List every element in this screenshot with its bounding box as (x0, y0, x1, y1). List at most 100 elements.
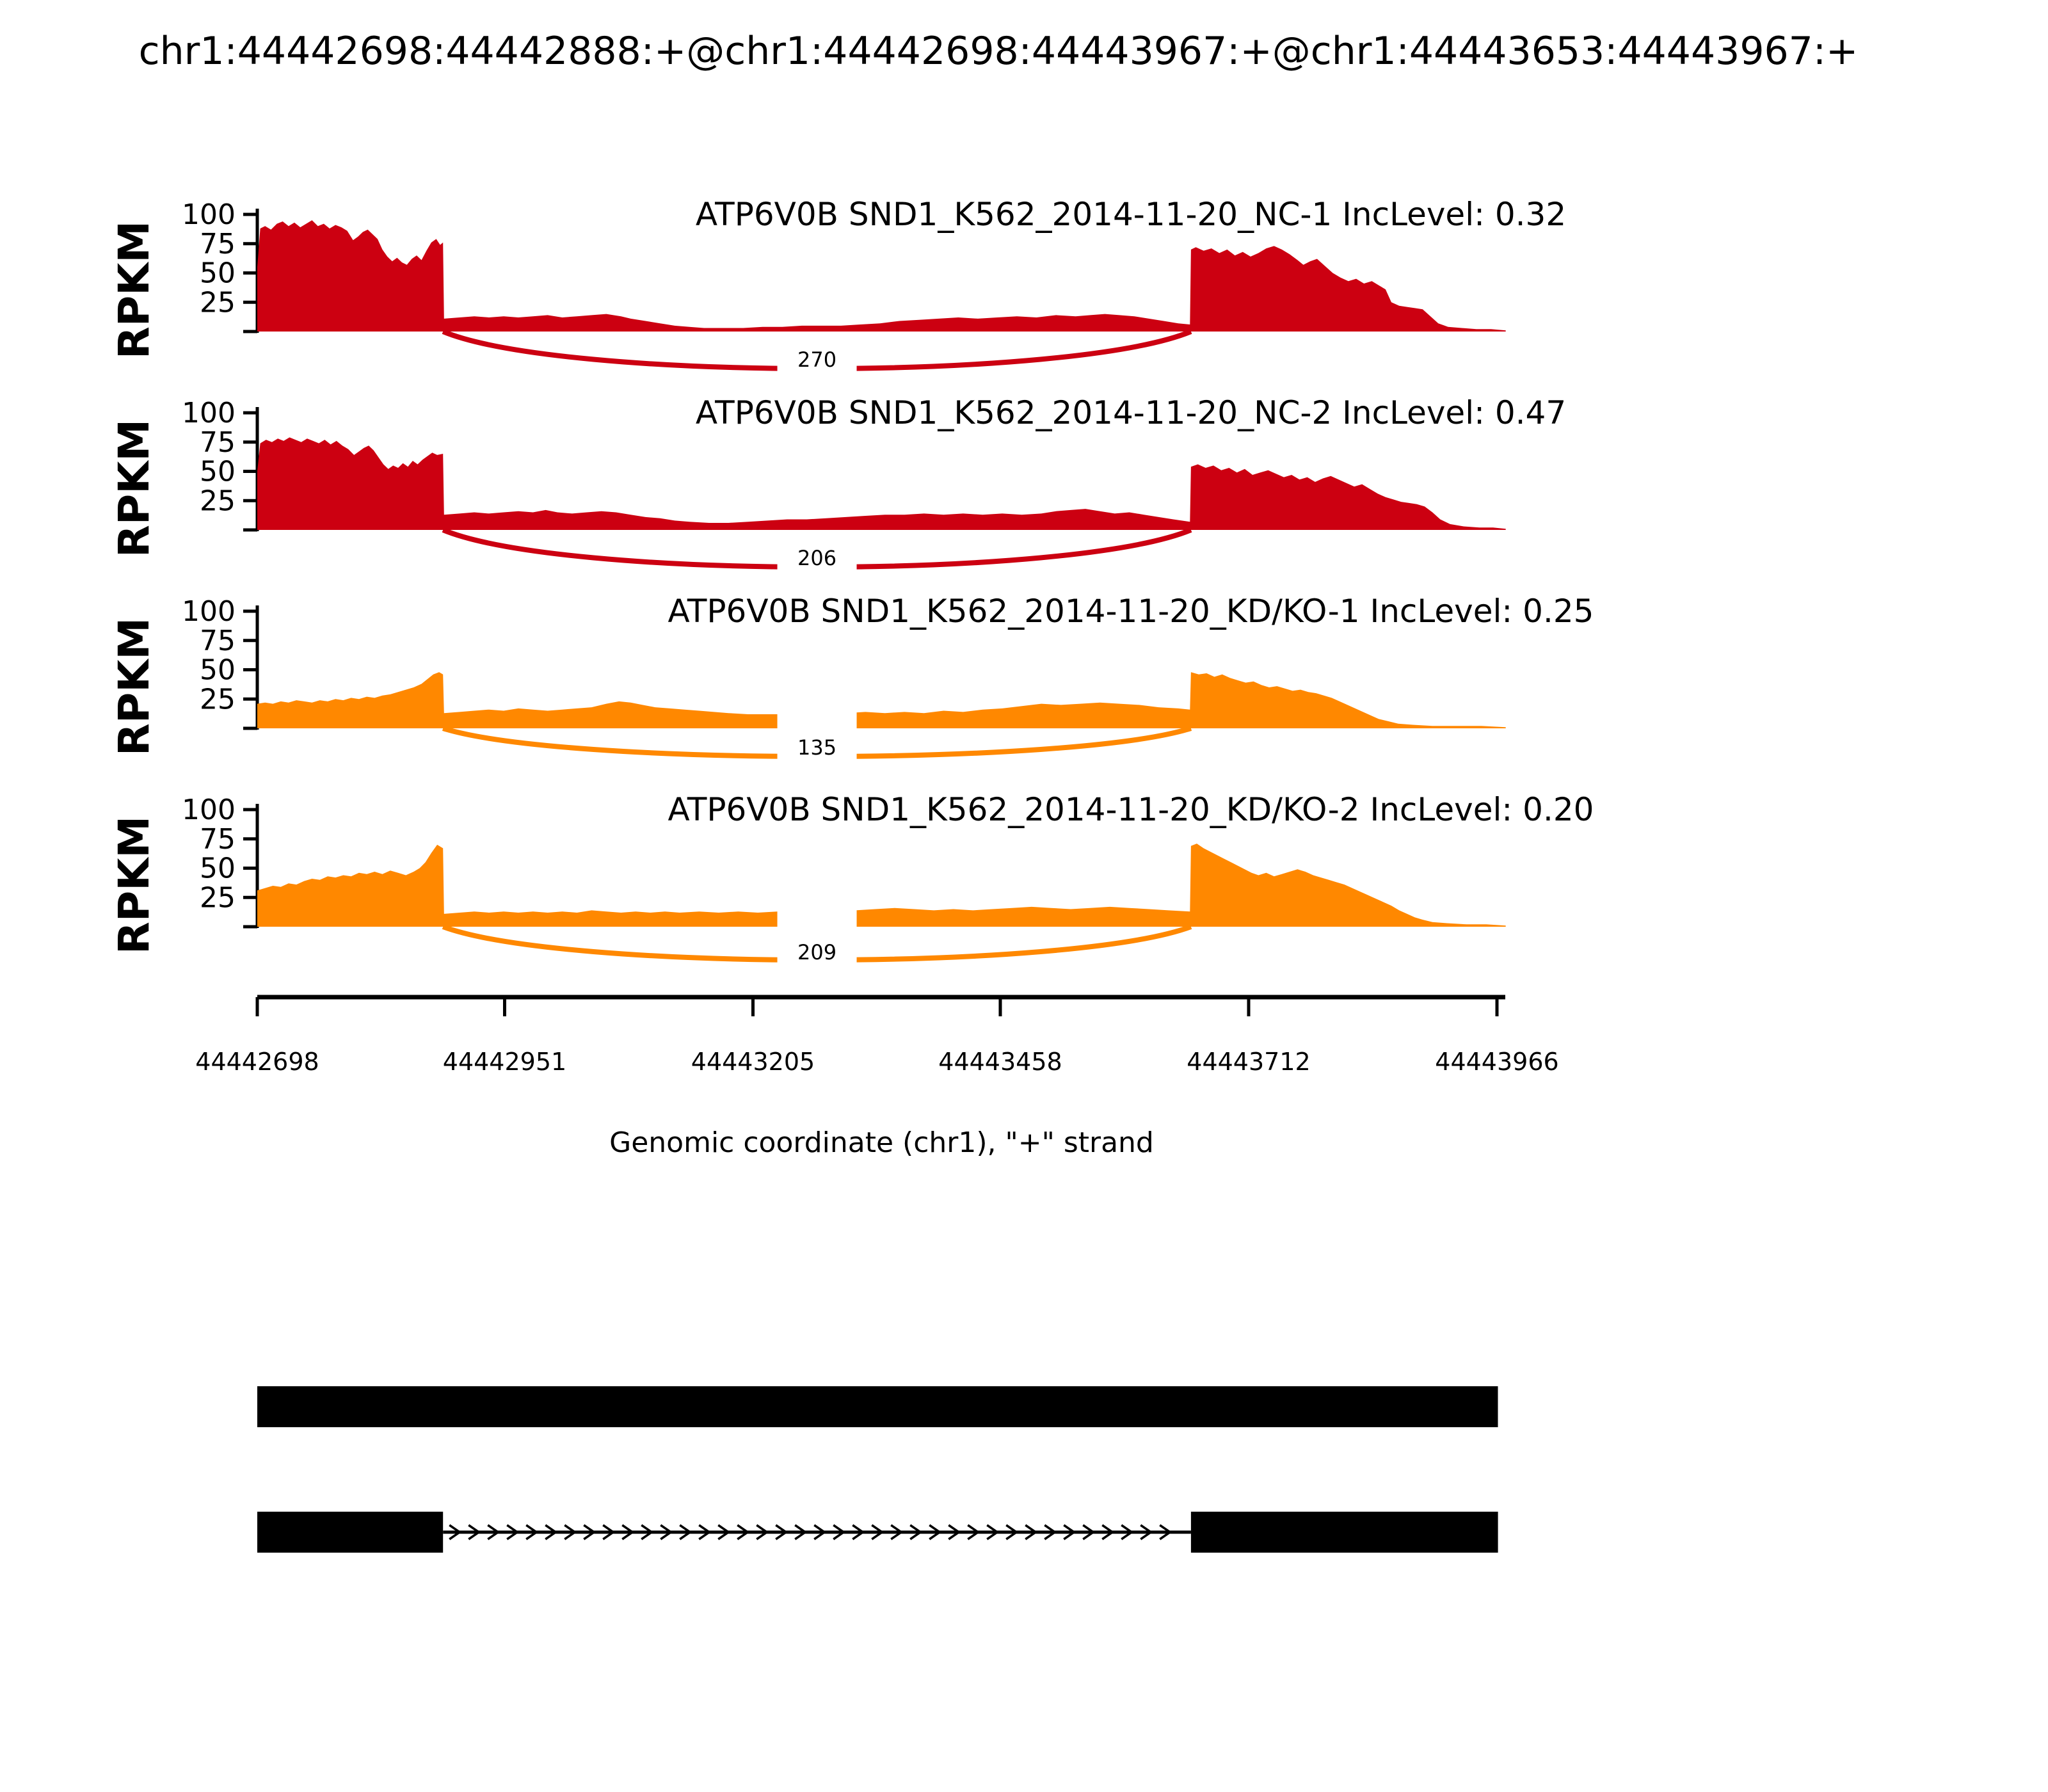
read-coverage-area (257, 220, 1506, 332)
junction-count-label: 209 (797, 940, 836, 964)
intron-strand-arrow-icon (1025, 1524, 1038, 1540)
intron-strand-arrow-icon (641, 1524, 654, 1540)
junction-label-box (777, 712, 857, 777)
isoform-structures-group (257, 1386, 1498, 1553)
x-tick-label: 44442951 (443, 1048, 566, 1076)
intron-strand-arrow-icon (506, 1524, 520, 1540)
intron-strand-arrow-icon (679, 1524, 692, 1540)
intron-strand-arrow-icon (602, 1524, 616, 1540)
intron-strand-arrow-icon (1063, 1524, 1076, 1540)
intron-strand-arrow-icon (1159, 1524, 1172, 1540)
y-tick-label: 25 (200, 484, 236, 517)
y-axis-title: RPKM (109, 816, 159, 954)
exon-block (257, 1512, 444, 1553)
y-tick-label: 25 (200, 683, 236, 716)
intron-strand-arrow-icon (487, 1524, 500, 1540)
read-coverage-area (257, 844, 1506, 927)
intron-strand-arrow-icon (948, 1524, 961, 1540)
x-tick-label: 44443205 (691, 1048, 815, 1076)
track-title: ATP6V0B SND1_K562_2014-11-20_NC-1 IncLev… (696, 196, 1566, 233)
y-tick-label: 75 (200, 228, 236, 260)
y-tick-label: 100 (182, 595, 236, 628)
y-tick-label: 75 (200, 823, 236, 856)
intron-strand-arrow-icon (449, 1524, 462, 1540)
y-tick-label: 50 (200, 654, 236, 687)
y-tick-label: 100 (182, 794, 236, 826)
intron-strand-arrow-icon (1101, 1524, 1115, 1540)
x-axis: 44442698 44442951 44443205 44443458 44443712… (195, 995, 1559, 1159)
intron-strand-arrow-icon (967, 1524, 980, 1540)
junction-label-box (777, 340, 857, 380)
junction-count-label: 135 (797, 735, 836, 760)
intron-strand-arrow-icon (1005, 1524, 1019, 1540)
y-axis-title: RPKM (109, 419, 159, 557)
y-axis-title: RPKM (109, 618, 159, 756)
intron-strand-arrow-icon (775, 1524, 788, 1540)
junction-count-label: 270 (797, 348, 836, 372)
intron-strand-arrow-icon (698, 1524, 712, 1540)
intron-strand-arrow-icon (1121, 1524, 1134, 1540)
read-coverage-area (257, 672, 1506, 728)
y-tick-label: 75 (200, 625, 236, 657)
isoform-structure (257, 1386, 1498, 1427)
x-tick-label: 44443966 (1435, 1048, 1558, 1076)
intron-strand-arrow-icon (621, 1524, 635, 1540)
intron-strand-arrow-icon (929, 1524, 942, 1540)
intron-strand-arrow-icon (564, 1524, 577, 1540)
read-coverage-area (257, 437, 1506, 530)
x-tick-label: 44443712 (1187, 1048, 1310, 1076)
y-tick-label: 50 (200, 852, 236, 885)
intron-strand-arrow-icon (909, 1524, 923, 1540)
intron-strand-arrow-icon (871, 1524, 884, 1540)
intron-strand-arrow-icon (986, 1524, 1000, 1540)
junction-count-label: 206 (797, 546, 836, 570)
intron-strand-arrow-icon (1082, 1524, 1096, 1540)
intron-strand-arrow-icon (525, 1524, 539, 1540)
track-title: ATP6V0B SND1_K562_2014-11-20_KD/KO-1 Inc… (668, 593, 1594, 630)
intron-strand-arrow-icon (852, 1524, 865, 1540)
exon-block (1190, 1512, 1498, 1553)
intron-strand-arrow-icon (717, 1524, 731, 1540)
isoform-structure (257, 1512, 1498, 1553)
x-axis-title: Genomic coordinate (chr1), "+" strand (609, 1126, 1154, 1159)
intron-strand-arrow-icon (756, 1524, 769, 1540)
y-tick-label: 75 (200, 426, 236, 459)
intron-strand-arrow-icon (890, 1524, 904, 1540)
exon-block (257, 1386, 1498, 1427)
track-title: ATP6V0B SND1_K562_2014-11-20_NC-2 IncLev… (696, 394, 1566, 431)
y-tick-label: 100 (182, 397, 236, 429)
y-axis-title: RPKM (109, 221, 159, 359)
track-title: ATP6V0B SND1_K562_2014-11-20_KD/KO-2 Inc… (668, 791, 1594, 828)
intron-strand-arrow-icon (737, 1524, 750, 1540)
junction-label-box (777, 910, 857, 975)
x-tick-label: 44442698 (195, 1048, 319, 1076)
intron-strand-arrow-icon (833, 1524, 846, 1540)
intron-strand-arrow-icon (545, 1524, 558, 1540)
y-tick-label: 50 (200, 456, 236, 488)
intron-strand-arrow-icon (660, 1524, 673, 1540)
x-tick-label: 44443458 (938, 1048, 1062, 1076)
y-tick-label: 25 (200, 881, 236, 914)
y-tick-label: 100 (182, 198, 236, 231)
y-tick-label: 25 (200, 286, 236, 319)
junction-label-box (777, 539, 857, 579)
intron-strand-arrow-icon (794, 1524, 808, 1540)
intron-strand-arrow-icon (468, 1524, 481, 1540)
intron-strand-arrow-icon (1140, 1524, 1153, 1540)
intron-strand-arrow-icon (1044, 1524, 1057, 1540)
y-tick-label: 50 (200, 257, 236, 290)
figure-title: chr1:44442698:44442888:+@chr1:44442698:4… (139, 29, 1859, 74)
intron-strand-arrow-icon (583, 1524, 596, 1540)
intron-strand-arrow-icon (813, 1524, 827, 1540)
